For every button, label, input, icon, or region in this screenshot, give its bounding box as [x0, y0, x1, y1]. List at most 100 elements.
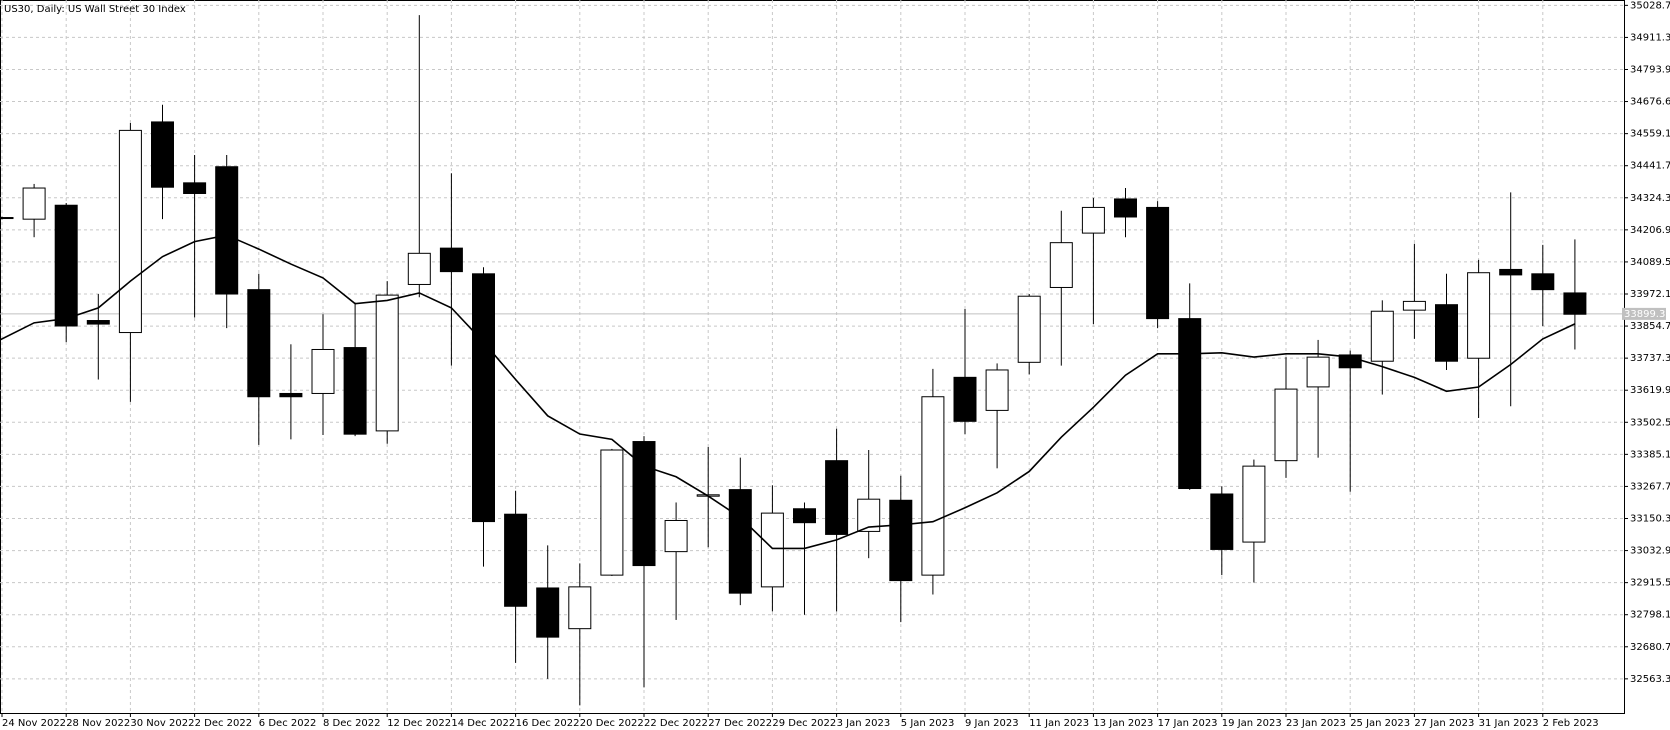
- candle-body: [215, 166, 239, 295]
- candle-body: [1017, 295, 1041, 363]
- x-tick-label: 27 Dec 2022: [708, 718, 772, 729]
- x-tick-label: 2 Dec 2022: [195, 718, 253, 729]
- y-tick-label: 34441.7: [1630, 161, 1670, 172]
- y-tick-label: 33150.3: [1630, 513, 1670, 524]
- x-tick-label: 8 Dec 2022: [323, 718, 381, 729]
- marks: [0, 15, 1587, 706]
- candle-body: [247, 289, 271, 398]
- candle-body: [343, 347, 367, 435]
- y-tick-label: 34676.6: [1630, 97, 1670, 108]
- candle-body: [1081, 206, 1105, 234]
- candle-body: [600, 449, 624, 576]
- y-tick-label: 33972.1: [1630, 289, 1670, 300]
- candle-body: [632, 441, 656, 567]
- candle-body: [793, 508, 816, 524]
- x-tick-label: 27 Jan 2023: [1414, 718, 1474, 729]
- candle-body: [1049, 242, 1073, 288]
- candle-body: [311, 348, 335, 394]
- candle-body: [889, 499, 913, 582]
- candle-body: [472, 273, 495, 523]
- candle-body: [921, 396, 945, 576]
- candle-body: [1274, 388, 1298, 462]
- y-tick-label: 34793.9: [1630, 64, 1670, 75]
- candle-body: [0, 217, 14, 220]
- x-tick-label: 12 Dec 2022: [387, 718, 451, 729]
- y-tick-label: 34559.1: [1630, 129, 1670, 140]
- candle-body: [439, 247, 463, 273]
- candle-body: [1114, 198, 1137, 218]
- x-tick-label: 30 Nov 2022: [130, 718, 194, 729]
- x-tick-label: 3 Jan 2023: [837, 718, 891, 729]
- y-tick-label: 33267.7: [1630, 481, 1670, 492]
- x-tick-label: 14 Dec 2022: [451, 718, 515, 729]
- candle-body: [1242, 465, 1266, 543]
- candle-body: [1210, 493, 1234, 550]
- candle-body: [1402, 300, 1426, 311]
- y-tick-label: 33737.3: [1630, 353, 1670, 364]
- x-tick-label: 17 Jan 2023: [1158, 718, 1218, 729]
- candle-body: [1306, 356, 1330, 388]
- candle-body: [1146, 206, 1170, 320]
- candle-body: [536, 587, 560, 638]
- x-tick-label: 20 Dec 2022: [580, 718, 644, 729]
- x-tick-label: 29 Dec 2022: [772, 718, 836, 729]
- y-tick-label: 33502.5: [1630, 417, 1670, 428]
- x-tick-label: 13 Jan 2023: [1093, 718, 1153, 729]
- x-tick-label: 25 Jan 2023: [1350, 718, 1410, 729]
- x-tick-label: 31 Jan 2023: [1479, 718, 1539, 729]
- y-tick-label: 34911.3: [1630, 32, 1670, 43]
- candle-body: [407, 252, 431, 285]
- y-tick-label: 33854.7: [1630, 321, 1670, 332]
- candle-body: [985, 369, 1009, 411]
- candle-body: [1467, 272, 1491, 359]
- y-tick-label: 32915.5: [1630, 578, 1670, 589]
- candle-body: [279, 392, 303, 398]
- y-tick-label: 32563.3: [1630, 674, 1670, 685]
- y-tick-label: 35028.7: [1630, 0, 1670, 11]
- y-tick-label: 32680.7: [1630, 642, 1670, 653]
- candle-body: [1499, 268, 1523, 276]
- x-tick-label: 16 Dec 2022: [516, 718, 580, 729]
- y-tick-label: 32798.1: [1630, 610, 1670, 621]
- moving-average-line: [0, 234, 1576, 550]
- last-price-box: [1622, 307, 1666, 320]
- y-tick-label: 33385.1: [1630, 449, 1670, 460]
- y-tick-label: 34089.5: [1630, 257, 1670, 268]
- y-tick-label: 33032.9: [1630, 546, 1670, 557]
- x-tick-label: 2 Feb 2023: [1543, 718, 1599, 729]
- candle-body: [1178, 318, 1202, 490]
- x-tick-label: 5 Jan 2023: [901, 718, 955, 729]
- last-price-label: 33899.3: [1624, 309, 1665, 320]
- y-tick-label: 33619.9: [1630, 385, 1670, 396]
- x-tick-label: 9 Jan 2023: [965, 718, 1019, 729]
- candle-body: [54, 204, 78, 327]
- x-tick-label: 24 Nov 2022: [2, 718, 66, 729]
- candle-body: [118, 129, 142, 334]
- candle-body: [151, 121, 174, 188]
- candle-body: [825, 460, 849, 535]
- candle-body: [1563, 292, 1587, 315]
- y-tick-label: 34324.3: [1630, 193, 1670, 204]
- candle-body: [22, 187, 46, 220]
- candle-body: [375, 294, 399, 432]
- candle-body: [953, 376, 977, 422]
- candle-body: [728, 489, 752, 594]
- x-tick-label: 23 Jan 2023: [1286, 718, 1346, 729]
- chart-title: US30, Daily: US Wall Street 30 Index: [4, 4, 186, 15]
- x-tick-label: 28 Nov 2022: [66, 718, 130, 729]
- plot-frame: [0, 0, 1625, 714]
- x-tick-label: 11 Jan 2023: [1029, 718, 1089, 729]
- candle-body: [664, 519, 688, 553]
- candle-body: [857, 498, 881, 532]
- candle-body: [183, 182, 207, 194]
- x-tick-label: 19 Jan 2023: [1222, 718, 1282, 729]
- x-tick-label: 6 Dec 2022: [259, 718, 317, 729]
- candle-body: [1531, 273, 1555, 291]
- candle-body: [760, 512, 784, 588]
- candle-body: [1370, 310, 1394, 362]
- x-tick-label: 22 Dec 2022: [644, 718, 708, 729]
- y-tick-label: 34206.9: [1630, 225, 1670, 236]
- candle-body: [568, 586, 592, 630]
- candle-body: [504, 513, 528, 607]
